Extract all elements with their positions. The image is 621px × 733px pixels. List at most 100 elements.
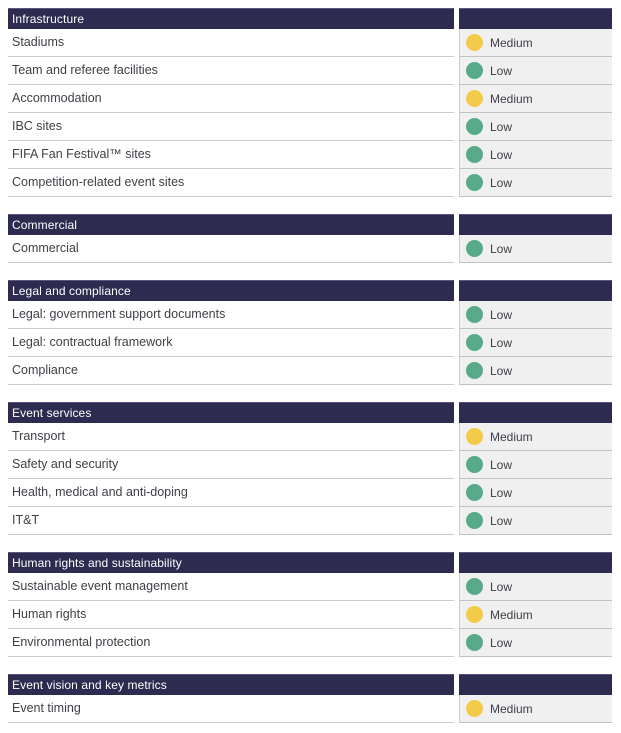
risk-level-dot-icon: [466, 146, 483, 163]
assessment-row: Compliance Low: [8, 357, 612, 385]
risk-level-dot-icon: [466, 62, 483, 79]
section-header: Human rights and sustainability: [8, 552, 612, 573]
row-label: Event timing: [12, 701, 81, 716]
row-label-cell: Team and referee facilities: [8, 57, 454, 85]
row-label: IBC sites: [12, 119, 63, 134]
section-title: Human rights and sustainability: [12, 556, 182, 570]
section-header-rating-cell: [459, 280, 612, 301]
assessment-row: Legal: contractual framework Low: [8, 329, 612, 357]
risk-level-label: Low: [490, 147, 513, 162]
row-label: FIFA Fan Festival™ sites: [12, 147, 151, 162]
risk-level-dot-icon: [466, 634, 483, 651]
assessment-row: Event timing Medium: [8, 695, 612, 723]
row-rating-cell: Medium: [459, 423, 612, 451]
risk-level-dot-icon: [466, 90, 483, 107]
section-rows: Event timing Medium: [8, 695, 612, 723]
risk-level-label: Low: [490, 241, 513, 256]
risk-level-dot-icon: [466, 362, 483, 379]
section-header-title-cell: Event services: [8, 402, 454, 423]
section-header-title-cell: Legal and compliance: [8, 280, 454, 301]
assessment-row: Human rights Medium: [8, 601, 612, 629]
row-rating-cell: Low: [459, 235, 612, 263]
risk-level-dot-icon: [466, 512, 483, 529]
risk-level-dot-icon: [466, 700, 483, 717]
section-header: Event vision and key metrics: [8, 674, 612, 695]
risk-level-dot-icon: [466, 174, 483, 191]
row-rating-cell: Medium: [459, 29, 612, 57]
row-label-cell: IBC sites: [8, 113, 454, 141]
row-label-cell: Legal: government support documents: [8, 301, 454, 329]
risk-level-label: Low: [490, 335, 513, 350]
row-label-cell: Sustainable event management: [8, 573, 454, 601]
risk-level-dot-icon: [466, 428, 483, 445]
row-label: Accommodation: [12, 91, 102, 106]
assessment-row: IBC sites Low: [8, 113, 612, 141]
row-label: Compliance: [12, 363, 79, 378]
row-label-cell: IT&T: [8, 507, 454, 535]
row-label: Legal: contractual framework: [12, 335, 173, 350]
section-title: Event services: [12, 406, 92, 420]
section-header-rating-cell: [459, 214, 612, 235]
row-rating-cell: Low: [459, 301, 612, 329]
row-rating-cell: Low: [459, 169, 612, 197]
assessment-section: Infrastructure Stadiums Medium Team and …: [8, 8, 612, 197]
row-label-cell: Commercial: [8, 235, 454, 263]
section-rows: Transport Medium Safety and security Low…: [8, 423, 612, 535]
risk-level-label: Low: [490, 635, 513, 650]
assessment-row: Sustainable event management Low: [8, 573, 612, 601]
row-rating-cell: Medium: [459, 85, 612, 113]
row-rating-cell: Low: [459, 573, 612, 601]
risk-level-dot-icon: [466, 606, 483, 623]
assessment-section: Commercial Commercial Low: [8, 214, 612, 263]
section-header-rating-cell: [459, 402, 612, 423]
section-header: Legal and compliance: [8, 280, 612, 301]
risk-level-label: Low: [490, 307, 513, 322]
row-label: Human rights: [12, 607, 87, 622]
section-title: Event vision and key metrics: [12, 678, 167, 692]
assessment-section: Event vision and key metrics Event timin…: [8, 674, 612, 723]
assessment-row: Stadiums Medium: [8, 29, 612, 57]
row-label: Transport: [12, 429, 66, 444]
row-label: Stadiums: [12, 35, 65, 50]
assessment-row: Commercial Low: [8, 235, 612, 263]
section-header: Commercial: [8, 214, 612, 235]
risk-level-label: Medium: [490, 35, 533, 50]
row-label-cell: Environmental protection: [8, 629, 454, 657]
risk-level-dot-icon: [466, 334, 483, 351]
risk-level-label: Low: [490, 579, 513, 594]
assessment-row: Safety and security Low: [8, 451, 612, 479]
risk-level-label: Medium: [490, 429, 533, 444]
row-label: Sustainable event management: [12, 579, 188, 594]
risk-level-dot-icon: [466, 456, 483, 473]
section-header-title-cell: Event vision and key metrics: [8, 674, 454, 695]
section-header-rating-cell: [459, 552, 612, 573]
row-label-cell: Health, medical and anti-doping: [8, 479, 454, 507]
row-label-cell: Compliance: [8, 357, 454, 385]
row-label-cell: Competition-related event sites: [8, 169, 454, 197]
section-title: Legal and compliance: [12, 284, 131, 298]
row-rating-cell: Low: [459, 629, 612, 657]
row-rating-cell: Low: [459, 113, 612, 141]
row-rating-cell: Medium: [459, 695, 612, 723]
row-rating-cell: Low: [459, 357, 612, 385]
row-label: Health, medical and anti-doping: [12, 485, 188, 500]
risk-level-label: Low: [490, 119, 513, 134]
risk-level-label: Low: [490, 513, 513, 528]
row-rating-cell: Low: [459, 141, 612, 169]
section-header-rating-cell: [459, 8, 612, 29]
row-label-cell: Accommodation: [8, 85, 454, 113]
section-header: Infrastructure: [8, 8, 612, 29]
assessment-row: Legal: government support documents Low: [8, 301, 612, 329]
risk-level-dot-icon: [466, 34, 483, 51]
section-header-title-cell: Human rights and sustainability: [8, 552, 454, 573]
risk-assessment-report: Infrastructure Stadiums Medium Team and …: [8, 8, 612, 723]
row-label: Safety and security: [12, 457, 119, 472]
row-label-cell: Legal: contractual framework: [8, 329, 454, 357]
row-label-cell: Transport: [8, 423, 454, 451]
row-label: Commercial: [12, 241, 79, 256]
risk-level-label: Medium: [490, 701, 533, 716]
row-label: Environmental protection: [12, 635, 151, 650]
assessment-row: Accommodation Medium: [8, 85, 612, 113]
section-header-title-cell: Infrastructure: [8, 8, 454, 29]
row-rating-cell: Low: [459, 479, 612, 507]
